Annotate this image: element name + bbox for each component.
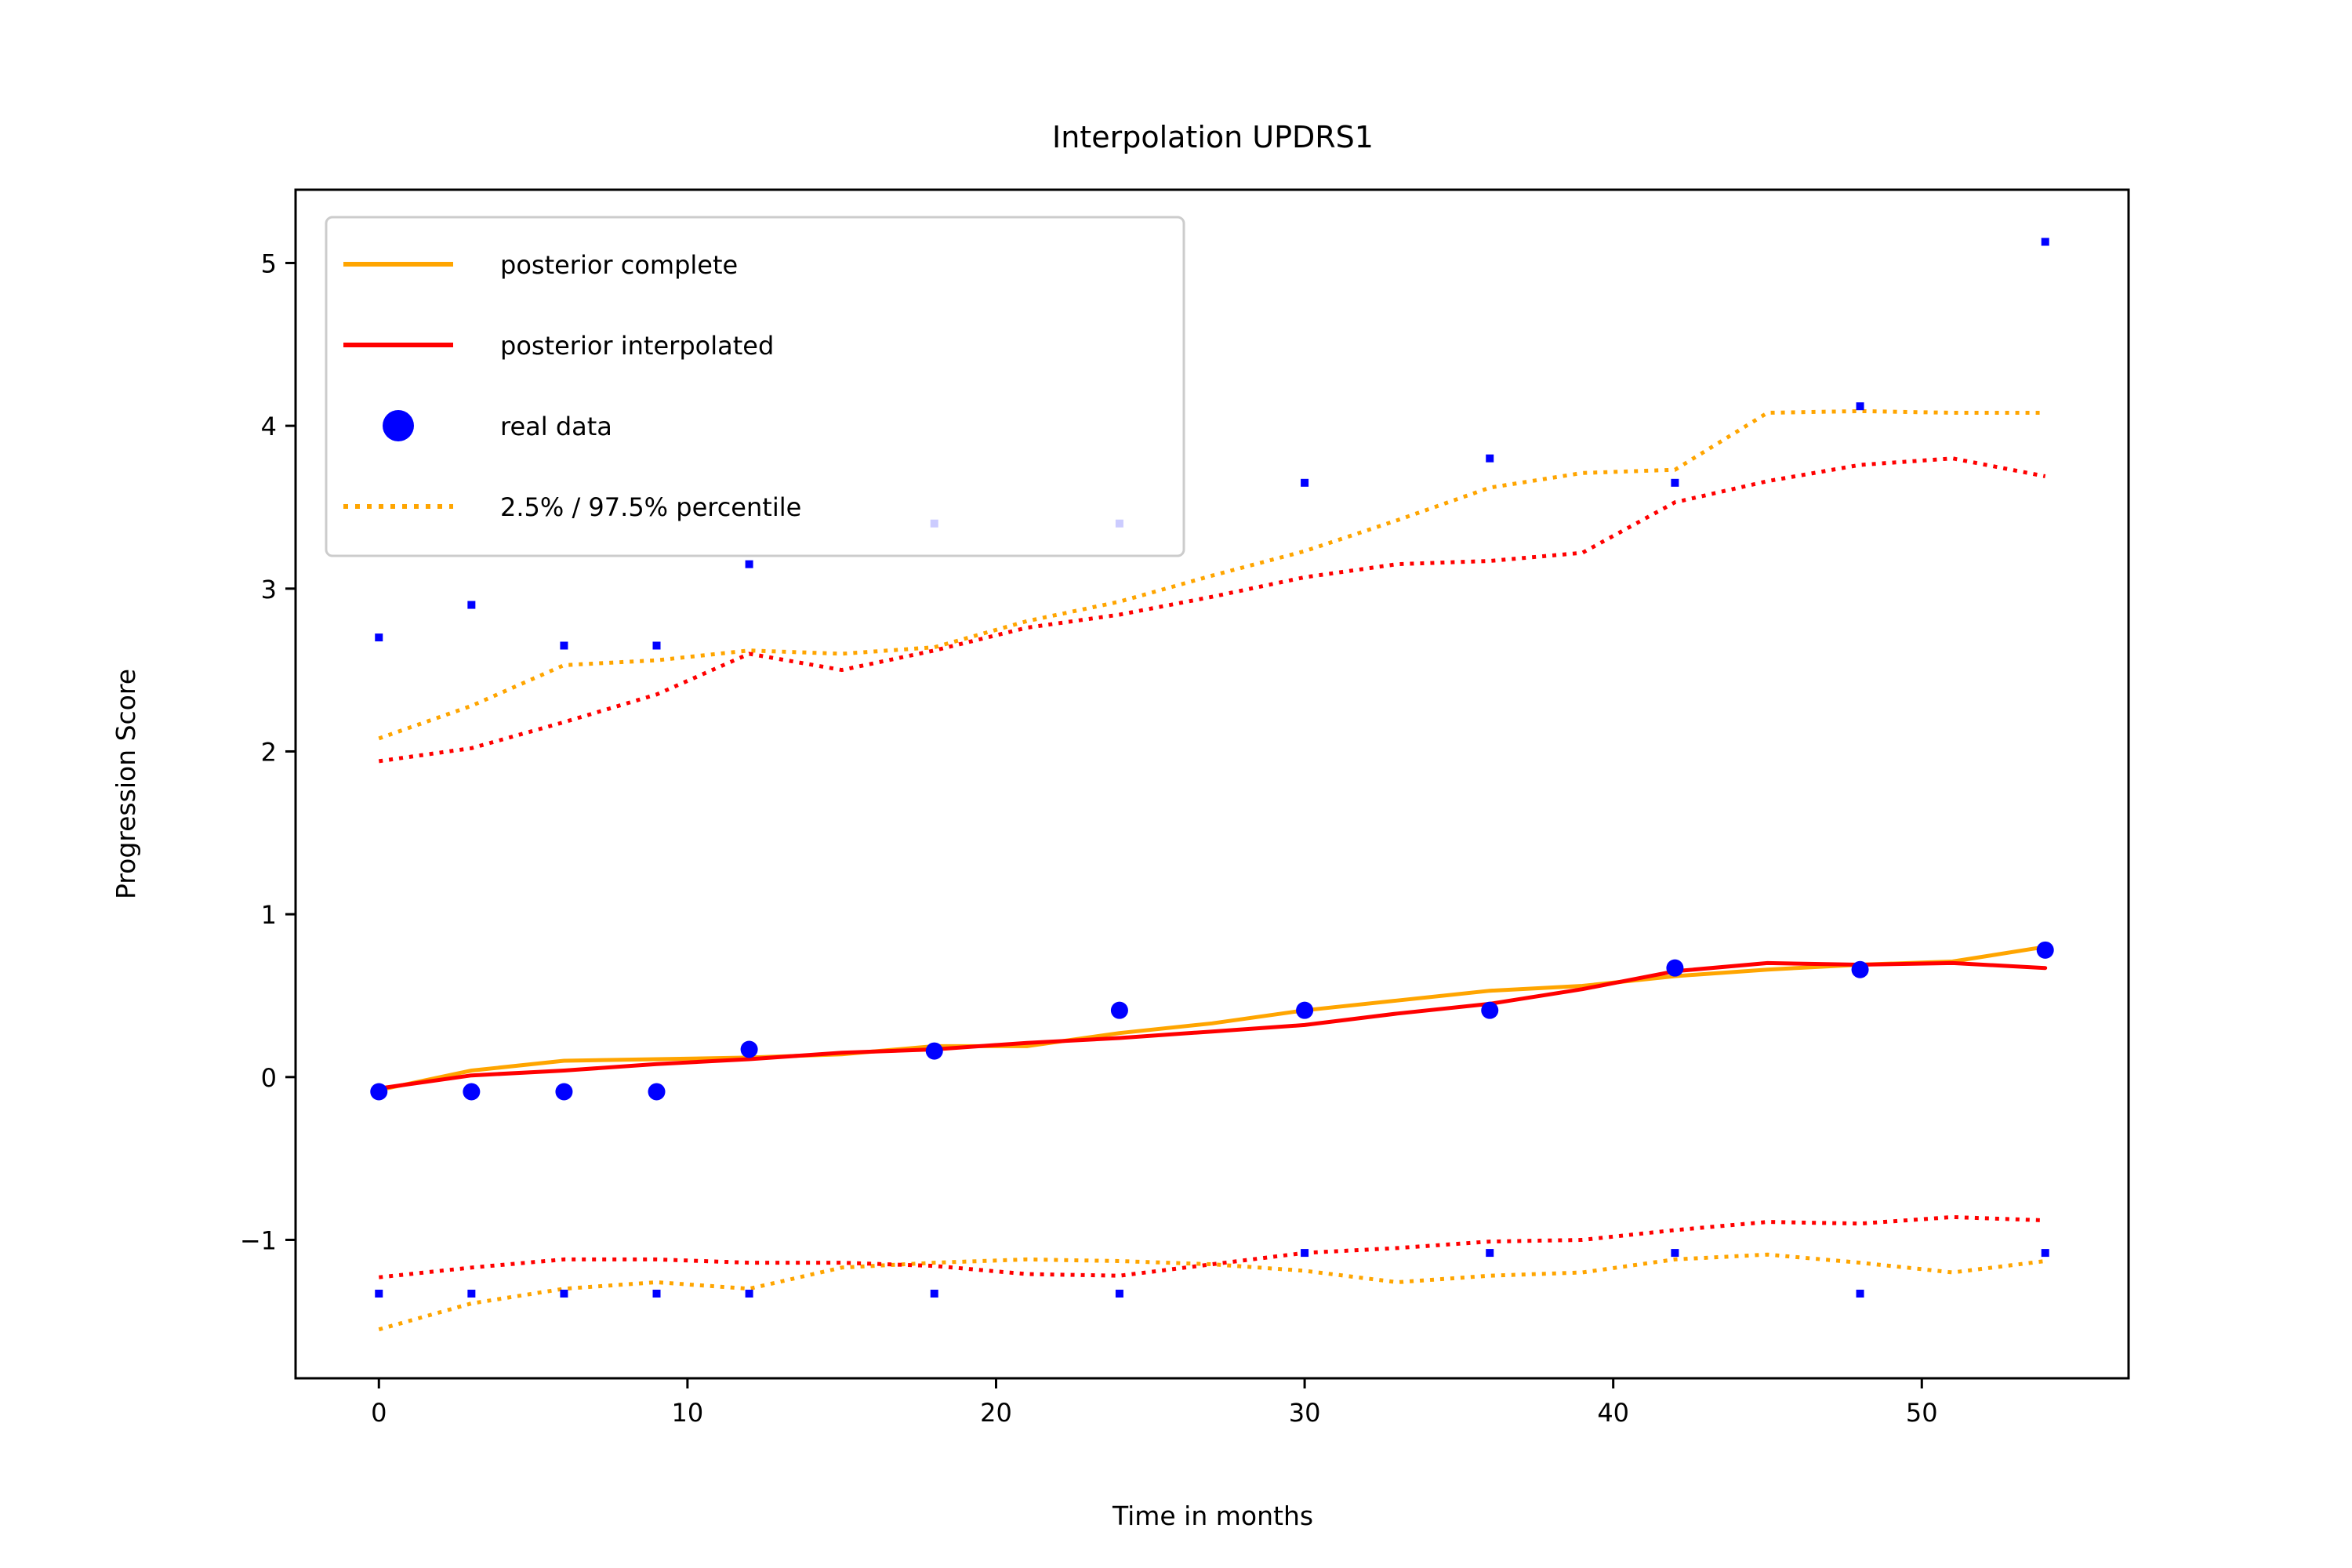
chart-title: Interpolation UPDRS1 bbox=[1052, 120, 1374, 154]
real-data-point bbox=[1481, 1001, 1499, 1019]
data-range-marker bbox=[1486, 454, 1494, 463]
x-axis: 0 10 20 30 40 50 bbox=[371, 1378, 1938, 1428]
percentile-line-5 bbox=[379, 1214, 2045, 1279]
real-data-point bbox=[1296, 1001, 1314, 1019]
data-range-marker bbox=[2041, 238, 2049, 246]
data-range-marker bbox=[467, 601, 476, 609]
data-range-marker bbox=[560, 1290, 568, 1298]
data-range-marker bbox=[1856, 1290, 1864, 1298]
real-data-point bbox=[555, 1083, 573, 1101]
data-range-marker bbox=[375, 1290, 383, 1298]
real-data-point bbox=[370, 1083, 388, 1101]
legend-box bbox=[325, 216, 1185, 557]
plot-frame bbox=[294, 188, 2130, 1380]
data-range-marker bbox=[467, 1290, 476, 1298]
x-tick-label: 10 bbox=[672, 1398, 704, 1428]
real-data-point bbox=[2036, 941, 2054, 959]
data-range-marker bbox=[1301, 1249, 1309, 1258]
plot-area bbox=[370, 238, 2054, 1332]
x-tick-label: 30 bbox=[1289, 1398, 1321, 1428]
real-data-point bbox=[1110, 1001, 1128, 1019]
data-range-marker bbox=[2041, 1249, 2049, 1258]
percentile-line-2 bbox=[378, 408, 2045, 741]
legend-label: real data bbox=[500, 412, 612, 441]
data-range-marker bbox=[1115, 1290, 1123, 1298]
x-tick-label: 40 bbox=[1597, 1398, 1629, 1428]
y-tick-label: −1 bbox=[240, 1225, 277, 1255]
real-data-point bbox=[925, 1042, 943, 1060]
x-tick-label: 20 bbox=[980, 1398, 1012, 1428]
data-range-marker bbox=[1671, 1249, 1679, 1258]
data-range-marker bbox=[375, 633, 383, 642]
real-data-point bbox=[1851, 960, 1869, 978]
real-data-point bbox=[1666, 959, 1684, 977]
data-range-marker bbox=[652, 1290, 661, 1298]
y-tick-label: 2 bbox=[261, 737, 277, 767]
legend: posterior complete posterior interpolated… bbox=[325, 216, 1185, 557]
mean-line-0 bbox=[376, 945, 2048, 1092]
y-tick-label: 4 bbox=[261, 412, 277, 441]
x-tick-label: 0 bbox=[371, 1398, 387, 1428]
data-range-marker bbox=[1486, 1249, 1494, 1258]
legend-swatch-2 bbox=[383, 410, 414, 441]
data-range-marker bbox=[745, 1290, 753, 1298]
x-tick-label: 50 bbox=[1906, 1398, 1938, 1428]
y-axis-label: Progression Score bbox=[111, 669, 141, 899]
x-axis-label: Time in months bbox=[1112, 1501, 1313, 1531]
real-data-point bbox=[463, 1083, 481, 1101]
y-tick-label: 5 bbox=[261, 249, 277, 278]
y-tick-label: 3 bbox=[261, 575, 277, 604]
y-tick-label: 1 bbox=[261, 900, 277, 930]
data-range-marker bbox=[652, 641, 661, 650]
real-data-point bbox=[740, 1040, 758, 1058]
real-data-point bbox=[648, 1083, 666, 1101]
percentile-line-3 bbox=[378, 1252, 2046, 1332]
data-range-marker bbox=[745, 560, 753, 568]
data-range-marker bbox=[1301, 478, 1309, 487]
percentile-line-4 bbox=[378, 456, 2046, 764]
data-range-marker bbox=[1671, 478, 1679, 487]
data-range-marker bbox=[560, 641, 568, 650]
legend-label: 2.5% / 97.5% percentile bbox=[500, 492, 801, 522]
legend-label: posterior interpolated bbox=[500, 331, 774, 361]
y-axis: −1 0 1 2 3 4 5 bbox=[240, 249, 296, 1255]
data-range-marker bbox=[930, 1290, 938, 1298]
legend-label: posterior complete bbox=[500, 250, 738, 280]
y-tick-label: 0 bbox=[261, 1063, 277, 1093]
data-range-marker bbox=[1856, 402, 1864, 411]
mean-line-1 bbox=[376, 960, 2048, 1091]
